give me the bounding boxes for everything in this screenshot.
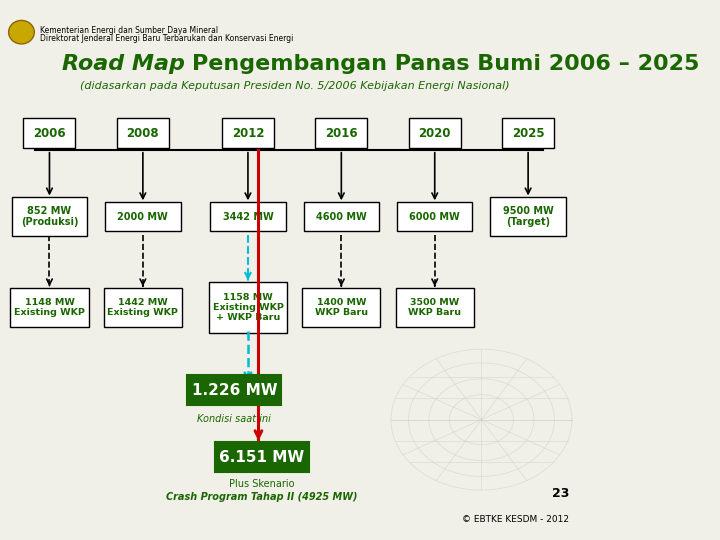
FancyBboxPatch shape xyxy=(315,118,367,148)
Text: 2008: 2008 xyxy=(127,127,159,140)
Circle shape xyxy=(9,21,35,44)
Text: © EBTKE KESDM - 2012: © EBTKE KESDM - 2012 xyxy=(462,515,569,524)
Text: Direktorat Jenderal Energi Baru Terbarukan dan Konservasi Energi: Direktorat Jenderal Energi Baru Terbaruk… xyxy=(40,35,293,43)
Text: 2012: 2012 xyxy=(232,127,264,140)
FancyBboxPatch shape xyxy=(104,288,182,327)
Text: 9500 MW
(Target): 9500 MW (Target) xyxy=(503,206,554,227)
FancyBboxPatch shape xyxy=(24,118,76,148)
Text: 23: 23 xyxy=(552,487,569,500)
FancyBboxPatch shape xyxy=(187,375,282,405)
FancyBboxPatch shape xyxy=(210,202,286,231)
FancyBboxPatch shape xyxy=(490,197,566,236)
Text: 1148 MW
Existing WKP: 1148 MW Existing WKP xyxy=(14,298,85,317)
FancyBboxPatch shape xyxy=(304,202,379,231)
FancyBboxPatch shape xyxy=(395,288,474,327)
Text: 2006: 2006 xyxy=(33,127,66,140)
Text: 1.226 MW: 1.226 MW xyxy=(192,383,277,398)
Text: 852 MW
(Produksi): 852 MW (Produksi) xyxy=(21,206,78,227)
FancyBboxPatch shape xyxy=(215,442,308,472)
Text: 1158 MW
Existing WKP
+ WKP Baru: 1158 MW Existing WKP + WKP Baru xyxy=(212,293,284,322)
FancyBboxPatch shape xyxy=(209,282,287,333)
FancyBboxPatch shape xyxy=(105,202,181,231)
Text: 6.151 MW: 6.151 MW xyxy=(219,450,304,464)
Text: Road Map: Road Map xyxy=(62,54,192,74)
FancyBboxPatch shape xyxy=(10,288,89,327)
Text: Crash Program Tahap II (4925 MW): Crash Program Tahap II (4925 MW) xyxy=(166,492,357,502)
Text: 2016: 2016 xyxy=(325,127,358,140)
Text: Kondisi saat ini: Kondisi saat ini xyxy=(197,414,271,423)
Text: 3500 MW
WKP Baru: 3500 MW WKP Baru xyxy=(408,298,462,317)
Text: (didasarkan pada Keputusan Presiden No. 5/2006 Kebijakan Energi Nasional): (didasarkan pada Keputusan Presiden No. … xyxy=(80,80,510,91)
FancyBboxPatch shape xyxy=(397,202,472,231)
FancyBboxPatch shape xyxy=(12,197,87,236)
Text: 2020: 2020 xyxy=(418,127,451,140)
Text: 3442 MW: 3442 MW xyxy=(222,212,274,221)
Text: 1442 MW
Existing WKP: 1442 MW Existing WKP xyxy=(107,298,179,317)
Text: 2025: 2025 xyxy=(512,127,544,140)
Text: 6000 MW: 6000 MW xyxy=(410,212,460,221)
Text: Kementerian Energi dan Sumber Daya Mineral: Kementerian Energi dan Sumber Daya Miner… xyxy=(40,26,217,35)
Text: 4600 MW: 4600 MW xyxy=(316,212,366,221)
Text: Pengembangan Panas Bumi 2006 – 2025: Pengembangan Panas Bumi 2006 – 2025 xyxy=(192,54,700,74)
FancyBboxPatch shape xyxy=(117,118,169,148)
FancyBboxPatch shape xyxy=(222,118,274,148)
Text: 2000 MW: 2000 MW xyxy=(117,212,168,221)
FancyBboxPatch shape xyxy=(302,288,380,327)
FancyBboxPatch shape xyxy=(502,118,554,148)
Text: 1400 MW
WKP Baru: 1400 MW WKP Baru xyxy=(315,298,368,317)
FancyBboxPatch shape xyxy=(409,118,461,148)
Text: Plus Skenario: Plus Skenario xyxy=(229,479,294,489)
